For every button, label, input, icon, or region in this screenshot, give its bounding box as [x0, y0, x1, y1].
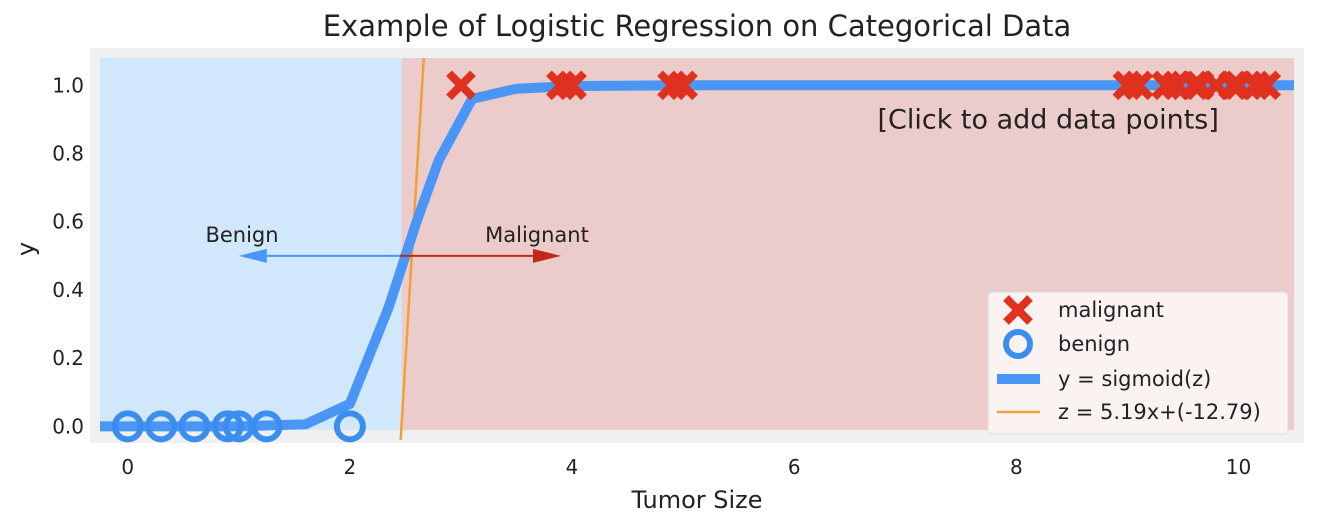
x-axis-label: Tumor Size [630, 486, 762, 514]
benign-label: Benign [205, 223, 278, 247]
legend: malignant benign y = sigmoid(z) z = 5.19x+(… [987, 291, 1289, 435]
x-tick-label: 2 [344, 455, 357, 479]
benign-point [250, 410, 283, 443]
benign-point [111, 410, 144, 443]
malignant-point [446, 70, 476, 101]
legend-label: malignant [1058, 298, 1164, 322]
malignant-point [557, 70, 587, 101]
benign-point [178, 410, 211, 443]
legend-label: z = 5.19x+(-12.79) [1058, 400, 1261, 424]
y-tick-label: 0.2 [52, 346, 84, 370]
y-tick-label: 0.0 [52, 414, 84, 438]
x-tick-label: 10 [1226, 455, 1251, 479]
malignant-arrow-head [532, 248, 561, 263]
y-axis-ticks: 0.0 0.2 0.4 0.6 0.8 1.0 [52, 73, 84, 438]
legend-benign-icon [1003, 329, 1033, 359]
x-tick-label: 4 [566, 455, 579, 479]
click-hint-text[interactable]: [Click to add data points] [877, 104, 1218, 135]
benign-region [100, 58, 402, 430]
legend-label: y = sigmoid(z) [1058, 367, 1211, 391]
sigmoid-curve [100, 80, 1294, 432]
malignant-point [1251, 70, 1282, 101]
legend-box [987, 291, 1289, 435]
benign-point [333, 410, 366, 443]
line-series [100, 57, 1294, 441]
y-tick-label: 1.0 [52, 73, 84, 97]
scatter-markers [111, 70, 1282, 443]
malignant-point [1123, 70, 1154, 101]
y-tick-label: 0.8 [52, 142, 84, 166]
y-axis-label: y [12, 242, 40, 256]
x-tick-label: 0 [121, 455, 134, 479]
arrow-annotations: Benign Malignant [205, 223, 589, 263]
legend-label: benign [1058, 332, 1130, 356]
legend-malignant-icon [1003, 295, 1033, 325]
x-tick-label: 8 [1010, 455, 1023, 479]
benign-point [211, 410, 244, 443]
malignant-label: Malignant [485, 223, 589, 247]
y-tick-label: 0.6 [52, 210, 84, 234]
benign-point [145, 410, 178, 443]
chart-title: Example of Logistic Regression on Catego… [323, 9, 1072, 43]
benign-arrow-head [238, 248, 267, 263]
malignant-point [668, 70, 698, 101]
y-tick-label: 0.4 [52, 278, 84, 302]
x-axis-ticks: 0 2 4 6 8 10 [121, 455, 1251, 479]
x-tick-label: 6 [788, 455, 801, 479]
